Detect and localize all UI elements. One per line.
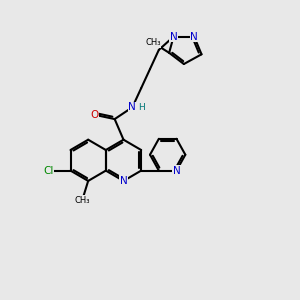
Text: N: N bbox=[170, 32, 177, 42]
Text: H: H bbox=[138, 103, 145, 112]
Text: N: N bbox=[120, 176, 128, 186]
Text: CH₃: CH₃ bbox=[145, 38, 161, 47]
Text: N: N bbox=[190, 32, 198, 42]
Text: N: N bbox=[128, 102, 136, 112]
Text: CH₃: CH₃ bbox=[74, 196, 90, 205]
Text: Cl: Cl bbox=[43, 166, 54, 176]
Text: N: N bbox=[172, 166, 180, 176]
Text: O: O bbox=[90, 110, 98, 120]
